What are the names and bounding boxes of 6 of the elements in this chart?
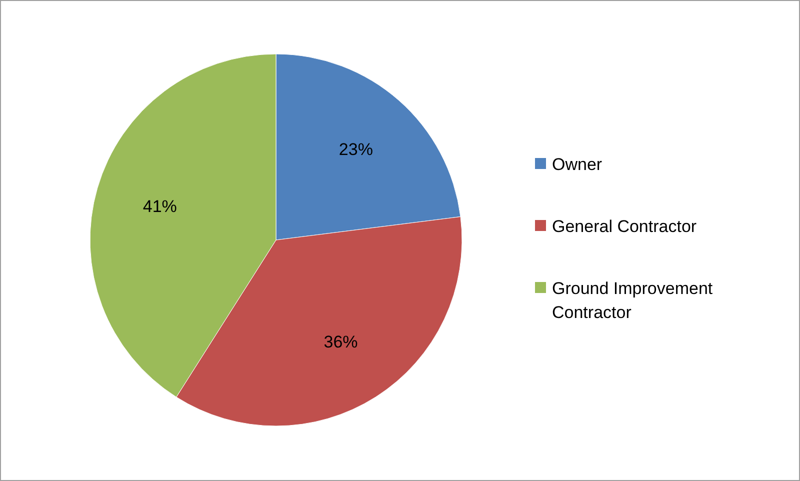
legend-label: Owner (552, 154, 602, 174)
data-label: 36% (324, 332, 358, 352)
data-label: 23% (338, 140, 373, 159)
legend-label: Ground Improvement Contractor (552, 278, 713, 322)
legend-label: General Contractor (552, 216, 697, 236)
data-label: 41% (142, 196, 177, 216)
